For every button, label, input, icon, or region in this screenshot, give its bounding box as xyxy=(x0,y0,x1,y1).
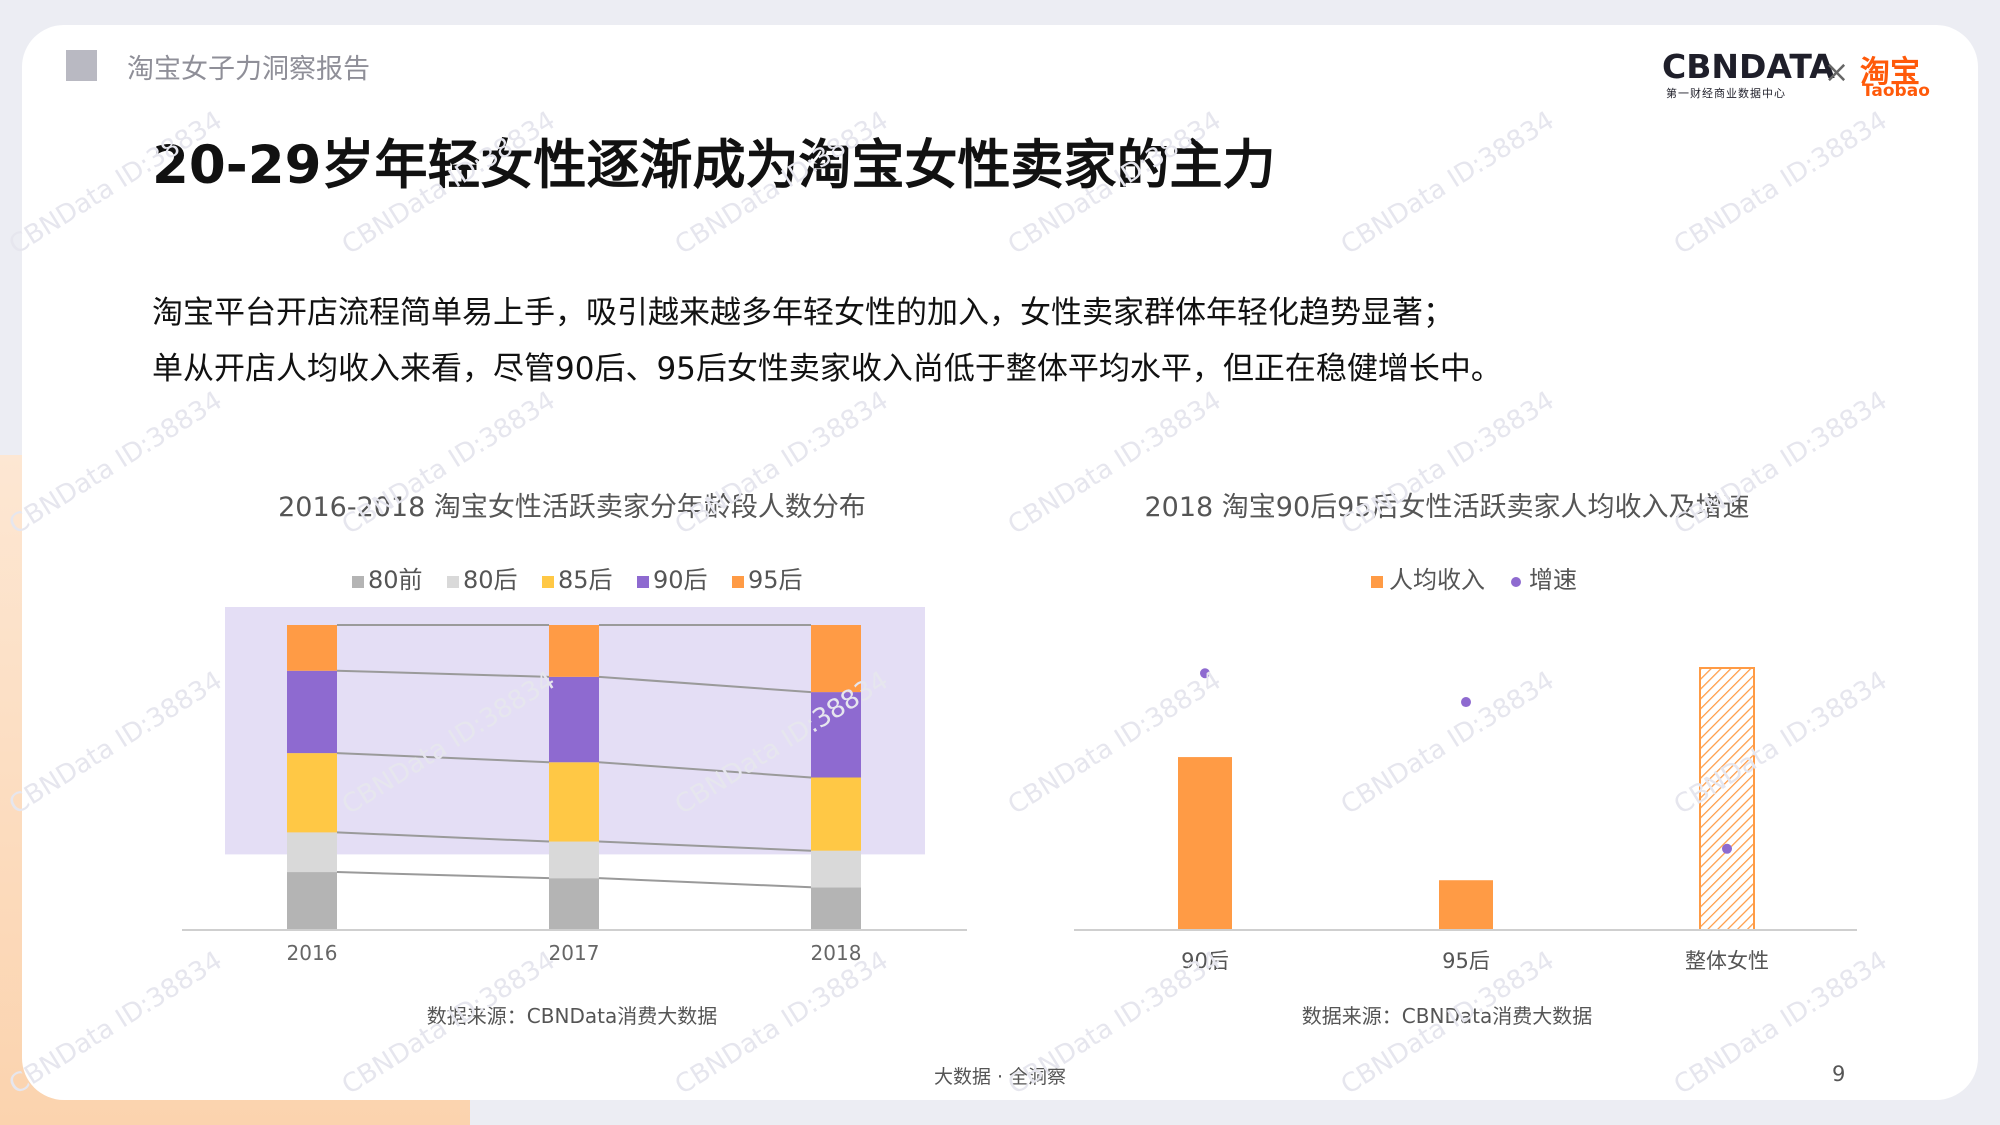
page-title: 20-29岁年轻女性逐渐成为淘宝女性卖家的主力 xyxy=(152,135,1276,196)
x-tick-label-90后: 90后 xyxy=(1181,949,1229,973)
body-line-1: 淘宝平台开店流程简单易上手，吸引越来越多年轻女性的加入，女性卖家群体年轻化趋势显… xyxy=(152,295,1454,331)
body-line-2: 单从开店人均收入来看，尽管90后、95后女性卖家收入尚低于整体平均水平，但正在稳… xyxy=(152,351,1502,387)
slide-card: 淘宝女子力洞察报告 CBNDATA 第一财经商业数据中心 × 淘宝 Taobao… xyxy=(22,25,1978,1100)
x-tick-label-2016: 2016 xyxy=(287,941,338,965)
logo-separator: × xyxy=(1824,55,1850,90)
legend-swatch-1 xyxy=(447,576,459,588)
legend-label-0: 80前 xyxy=(368,566,423,594)
report-name: 淘宝女子力洞察报告 xyxy=(127,54,370,85)
legend-label-2: 85后 xyxy=(558,566,613,594)
bar-segment-2018-80前 xyxy=(811,887,861,930)
legend-swatch-4 xyxy=(732,576,744,588)
chart1-source: 数据来源：CBNData消费大数据 xyxy=(426,1004,718,1028)
taobao-logo: 淘宝 xyxy=(1860,55,1920,90)
chart2-svg: 人均收入 增速 90后 95后 整体女性 xyxy=(1074,566,1857,973)
bar-segment-2017-85后 xyxy=(549,762,599,842)
bar-segment-2016-80后 xyxy=(287,832,337,873)
series-connector-line xyxy=(336,669,550,678)
legend-swatch-3 xyxy=(637,576,649,588)
series-connector-line xyxy=(336,752,550,764)
legend-swatch-2 xyxy=(542,576,554,588)
dot-growth-95后 xyxy=(1461,697,1471,708)
bar-segment-2018-85后 xyxy=(811,777,861,851)
x-tick-label-整体女性: 整体女性 xyxy=(1685,949,1769,973)
bar-segment-2017-80后 xyxy=(549,841,599,879)
legend-swatch-growth xyxy=(1511,577,1521,587)
series-connector-line xyxy=(598,675,812,694)
bar-income-90后 xyxy=(1178,757,1232,930)
series-connector-line xyxy=(336,831,550,843)
chart2-title: 2018 淘宝90后95后女性活跃卖家人均收入及增速 xyxy=(1144,492,1750,523)
legend-swatch-0 xyxy=(352,576,364,588)
bar-segment-2018-80后 xyxy=(811,850,861,888)
bar-income-整体女性 xyxy=(1699,667,1755,931)
legend-label-growth: 增速 xyxy=(1529,566,1577,594)
bar-segment-2016-95后 xyxy=(287,625,337,671)
legend-label-income: 人均收入 xyxy=(1389,566,1485,594)
legend-swatch-income xyxy=(1371,576,1383,588)
legend-label-1: 80后 xyxy=(463,566,518,594)
bar-segment-2016-80前 xyxy=(287,872,337,930)
bar-segment-2017-80前 xyxy=(549,878,599,930)
page-number: 9 xyxy=(1832,1062,1846,1086)
x-tick-label-2017: 2017 xyxy=(549,941,600,965)
dot-growth-90后 xyxy=(1200,668,1210,679)
chart1-svg: 80前 80后 85后 90后 95后 2016 2017 2018 xyxy=(182,566,967,965)
chart1-title: 2016-2018 淘宝女性活跃卖家分年龄段人数分布 xyxy=(278,492,866,523)
bar-segment-2017-95后 xyxy=(549,625,599,677)
bar-segment-2016-85后 xyxy=(287,753,337,833)
footer-slogan: 大数据 · 全洞察 xyxy=(933,1066,1067,1088)
taobao-logo-subtitle: Taobao xyxy=(1862,81,1930,101)
dot-growth-整体女性 xyxy=(1722,843,1732,854)
cbndata-logo: CBNDATA xyxy=(1662,47,1835,86)
series-connector-line xyxy=(598,840,812,852)
legend-label-3: 90后 xyxy=(653,566,708,594)
legend-label-4: 95后 xyxy=(748,566,803,594)
x-tick-label-95后: 95后 xyxy=(1442,949,1490,973)
bar-segment-2016-90后 xyxy=(287,670,337,754)
chart2-source: 数据来源：CBNData消费大数据 xyxy=(1301,1004,1593,1028)
cbndata-logo-subtitle: 第一财经商业数据中心 xyxy=(1666,87,1786,100)
x-tick-label-2018: 2018 xyxy=(811,941,862,965)
series-connector-line xyxy=(598,761,812,779)
header-square-icon xyxy=(66,50,97,81)
series-connector-line xyxy=(598,877,812,889)
bar-income-95后 xyxy=(1439,880,1493,930)
bar-segment-2018-90后 xyxy=(811,692,861,778)
bar-segment-2017-90后 xyxy=(549,676,599,763)
series-connector-line xyxy=(336,871,550,880)
bar-segment-2018-95后 xyxy=(811,625,861,693)
